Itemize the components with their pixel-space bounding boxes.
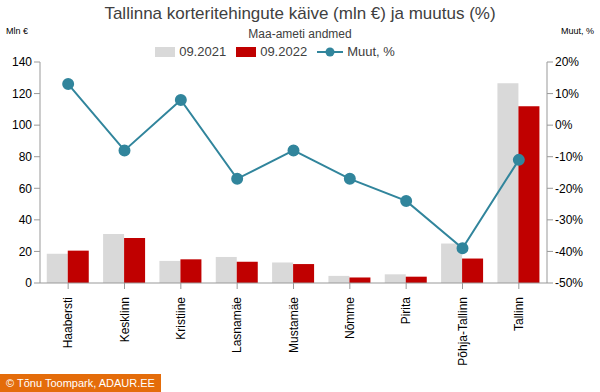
svg-text:-20%: -20% [555,182,583,196]
svg-text:40: 40 [19,213,33,227]
svg-text:Haabersti: Haabersti [61,297,75,348]
svg-text:Kristiine: Kristiine [174,297,188,340]
svg-text:Kesklinn: Kesklinn [118,297,132,342]
svg-text:60: 60 [19,182,33,196]
svg-text:20%: 20% [555,55,579,69]
svg-text:-40%: -40% [555,245,583,259]
html-text:Maa-ameti andmed: Maa-ameti andmed [248,27,352,41]
svg-text:20: 20 [19,245,33,259]
svg-text:10%: 10% [555,87,579,101]
svg-text:-10%: -10% [555,150,583,164]
svg-text:80: 80 [19,150,33,164]
html-text:Tallinna korteritehingute käiv: Tallinna korteritehingute käive (mln €) … [104,4,496,23]
html-text:Mln €: Mln € [6,26,28,36]
svg-text:Nõmme: Nõmme [343,297,357,339]
html-text:09.2022: 09.2022 [260,44,308,59]
html-text:Muut, %: Muut, % [347,44,395,59]
svg-text:0%: 0% [555,118,573,132]
svg-text:140: 140 [12,55,32,69]
svg-text:Mustamäe: Mustamäe [287,297,301,353]
svg-text:120: 120 [12,87,32,101]
svg-text:Põhja-Tallinn: Põhja-Tallinn [456,297,470,366]
html-text:09.2021: 09.2021 [179,44,227,59]
html-text:© Tõnu Toompark, ADAUR.EE: © Tõnu Toompark, ADAUR.EE [6,377,155,389]
svg-text:0: 0 [25,276,32,290]
svg-text:Lasnamäe: Lasnamäe [230,297,244,353]
svg-text:-30%: -30% [555,213,583,227]
svg-text:-50%: -50% [555,276,583,290]
svg-text:100: 100 [12,118,32,132]
svg-text:Pirita: Pirita [399,297,413,325]
svg-text:Tallinn: Tallinn [512,297,526,331]
html-text:Muut, %: Muut, % [561,26,594,36]
